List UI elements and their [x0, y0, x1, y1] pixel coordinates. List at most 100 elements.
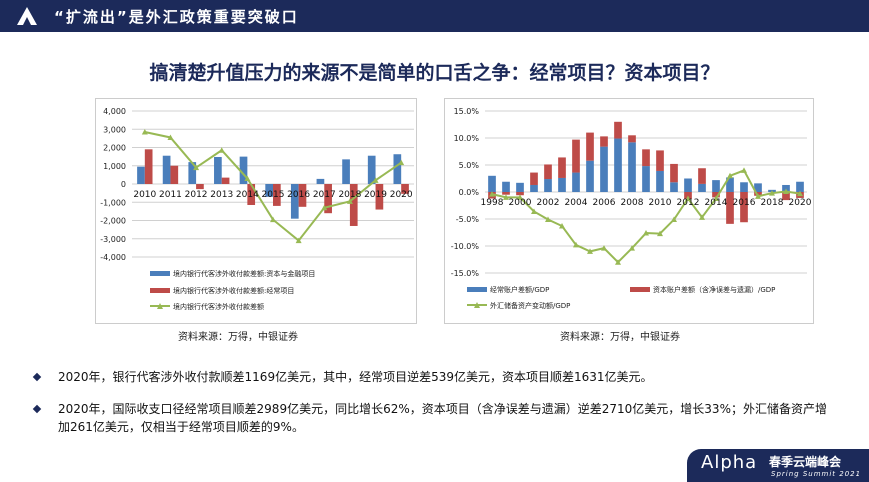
x-tick-label: 2017 — [313, 190, 336, 200]
y-tick-label: 2,000 — [103, 144, 126, 153]
line-marker — [270, 216, 276, 223]
line-marker — [517, 194, 523, 200]
bar-0 — [342, 159, 350, 184]
line-marker — [346, 198, 353, 204]
page-title: 搞清楚升值压力的来源不是简单的口舌之争：经常项目？资本项目？ — [149, 62, 720, 84]
bar-0 — [600, 146, 608, 192]
bar-1 — [558, 157, 566, 178]
x-tick-label: 2012 — [677, 198, 700, 208]
line-marker — [727, 172, 733, 179]
bar-0 — [488, 175, 496, 192]
footer-brand: Alpha 春季云端峰会 Spring Summit 2021 — [687, 449, 869, 482]
legend-label: 境内银行代客涉外收付款差额 — [173, 302, 264, 311]
bar-0 — [544, 179, 552, 192]
event-subtitle: Spring Summit 2021 — [771, 470, 862, 478]
header-title: “扩流出”是外汇政策重要突破口 — [54, 8, 299, 26]
legend-swatch — [467, 287, 487, 292]
line-marker — [218, 147, 225, 153]
bar-1 — [614, 121, 622, 139]
x-tick-label: 2014 — [236, 190, 259, 200]
x-tick-label: 2015 — [262, 190, 285, 200]
bar-0 — [188, 162, 197, 184]
bullet-2: 2020年，国际收支口径经常项目顺差2989亿美元，同比增长62%，资本项目（含… — [32, 400, 834, 436]
bar-0 — [670, 182, 678, 192]
line-marker — [193, 164, 200, 171]
legend-marker — [474, 302, 480, 308]
bar-1 — [324, 184, 332, 214]
bar-1 — [170, 165, 179, 184]
y-tick-label: 0.0% — [459, 188, 480, 197]
bar-1 — [144, 149, 153, 184]
right-chart-panel: 15.0% 10.0% 5.0% 0.0% -5.0% -10.0% -15.0% 1998 2… — [444, 98, 814, 324]
line-marker — [531, 208, 537, 214]
x-tick-label: 2012 — [185, 190, 208, 200]
header-bar: “扩流出”是外汇政策重要突破口 — [0, 0, 869, 32]
line-marker — [601, 245, 607, 251]
line-marker — [741, 167, 747, 173]
line-marker — [573, 241, 579, 248]
bar-1 — [221, 177, 230, 184]
bar-0 — [558, 177, 566, 192]
y-tick-label: 3,000 — [103, 125, 126, 134]
bar-0 — [290, 184, 299, 219]
bar-0 — [316, 178, 325, 184]
bullet-1: 2020年，银行代客涉外收付款顺差1169亿美元，其中，经常项目逆差539亿美元… — [32, 368, 834, 386]
bar-1 — [698, 168, 706, 184]
bar-0 — [162, 155, 171, 184]
legend-label: 经常账户差额/GDP — [490, 285, 549, 294]
line-marker — [699, 214, 705, 220]
bar-0 — [684, 178, 692, 192]
bar-0 — [239, 156, 248, 184]
y-tick-label: 5.0% — [459, 161, 480, 170]
right-chart: 15.0% 10.0% 5.0% 0.0% -5.0% -10.0% -15.0% 1998 2… — [451, 107, 812, 310]
line-marker — [755, 193, 761, 199]
bar-0 — [586, 160, 594, 192]
bar-0 — [214, 156, 222, 184]
bar-1 — [298, 184, 307, 207]
y-tick-label: 4,000 — [103, 107, 126, 116]
bar-1 — [782, 192, 790, 201]
legend-label: 外汇储备资产变动额/GDP — [490, 301, 570, 310]
bar-0 — [367, 155, 376, 184]
bar-0 — [137, 166, 145, 184]
line-marker — [797, 190, 803, 197]
bar-1 — [544, 164, 552, 180]
line-marker — [545, 216, 551, 223]
x-tick-label: 2018 — [761, 198, 784, 208]
bar-1 — [572, 139, 580, 173]
legend-marker — [157, 303, 163, 309]
line-marker — [503, 194, 509, 200]
y-tick-label: 10.0% — [454, 134, 480, 143]
event-name: 春季云端峰会 — [769, 455, 842, 469]
bar-0 — [572, 172, 580, 192]
line-marker — [141, 128, 148, 135]
line-marker — [321, 204, 328, 211]
line-marker — [587, 248, 593, 254]
bar-0 — [393, 154, 402, 184]
bar-0 — [628, 142, 636, 192]
y-tick-label: -5.0% — [456, 215, 480, 224]
line-marker — [559, 223, 565, 229]
y-tick-label: -10.0% — [451, 242, 480, 251]
x-tick-label: 2006 — [593, 198, 616, 208]
y-tick-label: 0 — [121, 180, 126, 189]
x-tick-label: 2020 — [789, 198, 812, 208]
line-marker — [783, 188, 789, 194]
legend-label: 资本账户差额（含净误差与遗漏）/GDP — [653, 285, 775, 294]
bar-1 — [375, 184, 384, 210]
x-tick-label: 2020 — [390, 190, 413, 200]
x-tick-label: 2004 — [565, 198, 588, 208]
line-marker — [629, 245, 635, 251]
y-tick-label: 15.0% — [454, 107, 480, 116]
bar-1 — [273, 184, 281, 206]
left-chart: 4,000 3,000 2,000 1,000 0 -1,000 -2,000 -3,000 -… — [100, 107, 414, 311]
x-tick-label: 2018 — [338, 190, 361, 200]
bar-1 — [196, 184, 204, 190]
line-marker — [615, 259, 621, 265]
right-source: 资料来源：万得，中银证券 — [560, 332, 680, 343]
bar-1 — [349, 184, 358, 226]
x-tick-label: 2014 — [705, 198, 728, 208]
left-chart-panel: 4,000 3,000 2,000 1,000 0 -1,000 -2,000 -3,000 -… — [95, 98, 417, 324]
legend-swatch — [630, 287, 650, 292]
bar-0 — [698, 183, 706, 192]
